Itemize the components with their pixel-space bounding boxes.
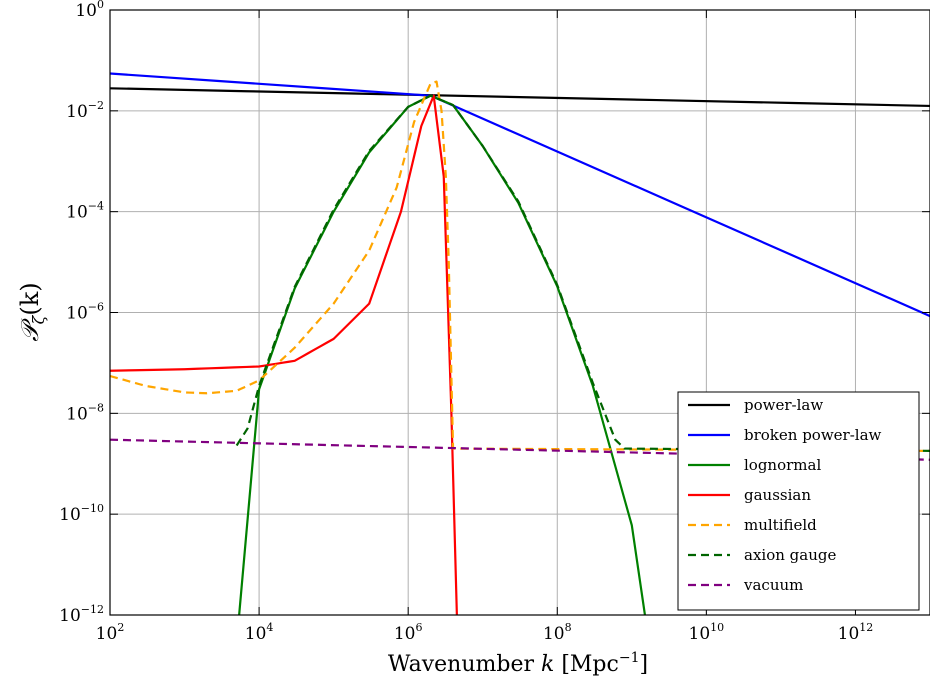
- y-tick-label: 100: [75, 0, 104, 21]
- y-tick-label: 10−4: [66, 200, 104, 223]
- x-tick-label: 106: [394, 621, 423, 644]
- x-tick-label: 104: [245, 621, 274, 644]
- legend-label: vacuum: [743, 576, 803, 594]
- legend-label: multifield: [744, 516, 817, 534]
- legend: power-law broken power-law lognormal gaussi…: [677, 391, 920, 611]
- x-axis-label: Wavenumber k [Mpc−1]: [388, 650, 648, 677]
- series-multifield-line: [110, 80, 930, 452]
- y-tick-label: 10−8: [66, 401, 104, 424]
- legend-label: broken power-law: [744, 426, 882, 444]
- legend-label: power-law: [744, 396, 823, 414]
- data-curves: [110, 72, 930, 615]
- legend-box: [677, 391, 920, 611]
- y-tick-labels: 100 10−2 10−4 10−6 10−8 10−10 10−12: [59, 0, 104, 626]
- y-axis-label: 𝒫ζ(k): [16, 282, 48, 341]
- legend-label: gaussian: [744, 486, 811, 504]
- x-tick-label: 108: [543, 621, 572, 644]
- legend-label: axion gauge: [744, 546, 836, 564]
- x-tick-label: 1010: [689, 621, 725, 644]
- series-axion-gauge-line: [235, 94, 930, 452]
- x-tick-labels: 102 104 106 108 1010 1012: [96, 621, 874, 644]
- x-tick-label: 102: [96, 621, 125, 644]
- legend-label: lognormal: [744, 456, 821, 474]
- series-power-law-line: [110, 87, 930, 108]
- y-tick-label: 10−12: [59, 603, 104, 626]
- x-tick-label: 1012: [838, 621, 874, 644]
- y-tick-label: 10−10: [59, 502, 104, 525]
- tick-marks: [109, 9, 930, 616]
- y-tick-label: 10−6: [66, 301, 104, 324]
- series-gaussian-line: [110, 94, 458, 615]
- y-tick-label: 10−2: [66, 99, 104, 122]
